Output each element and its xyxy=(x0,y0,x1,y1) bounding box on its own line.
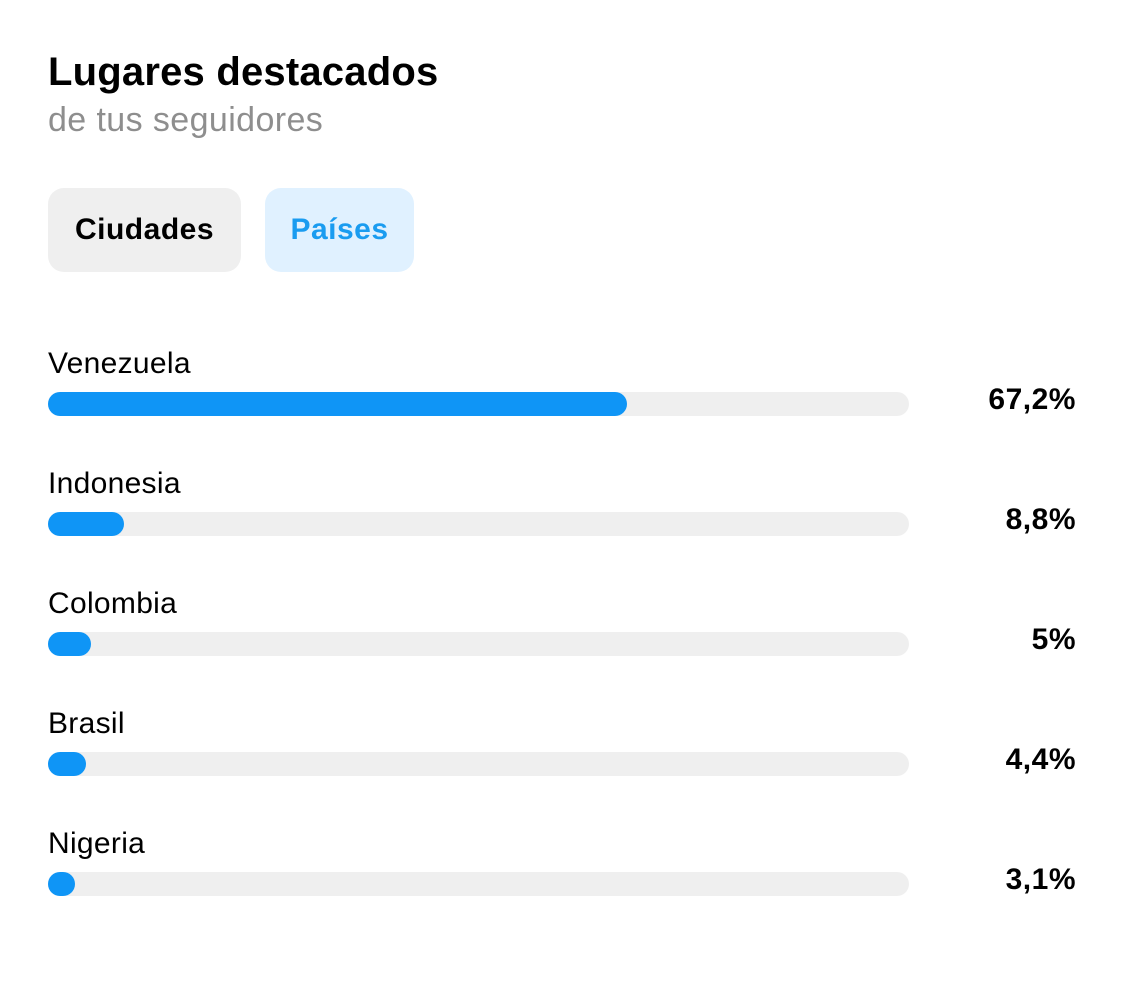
progress-fill xyxy=(48,392,627,416)
list-item: Nigeria 3,1% xyxy=(0,820,1125,940)
progress-fill xyxy=(48,632,92,656)
location-percent: 5% xyxy=(1031,623,1076,656)
location-name: Indonesia xyxy=(48,467,181,500)
location-percent: 4,4% xyxy=(1005,743,1076,776)
progress-fill xyxy=(48,512,124,536)
progress-track xyxy=(48,392,909,416)
location-name: Colombia xyxy=(48,587,178,620)
page-subtitle: de tus seguidores xyxy=(48,101,324,139)
tab-cities[interactable]: Ciudades xyxy=(48,188,241,272)
location-name: Brasil xyxy=(48,707,125,740)
progress-track xyxy=(48,872,909,896)
locations-list: Venezuela 67,2% Indonesia 8,8% Colombia … xyxy=(0,340,1125,940)
location-name: Venezuela xyxy=(48,347,191,380)
tab-countries[interactable]: Países xyxy=(265,188,414,272)
list-item: Indonesia 8,8% xyxy=(0,460,1125,580)
location-percent: 3,1% xyxy=(1005,863,1076,896)
list-item: Colombia 5% xyxy=(0,580,1125,700)
location-name: Nigeria xyxy=(48,827,146,860)
progress-fill xyxy=(48,752,86,776)
location-percent: 67,2% xyxy=(988,383,1076,416)
list-item: Brasil 4,4% xyxy=(0,700,1125,820)
progress-track xyxy=(48,632,909,656)
progress-track xyxy=(48,512,909,536)
location-percent: 8,8% xyxy=(1005,503,1076,536)
progress-fill xyxy=(48,872,75,896)
list-item: Venezuela 67,2% xyxy=(0,340,1125,460)
progress-track xyxy=(48,752,909,776)
page-title: Lugares destacados xyxy=(48,50,439,94)
